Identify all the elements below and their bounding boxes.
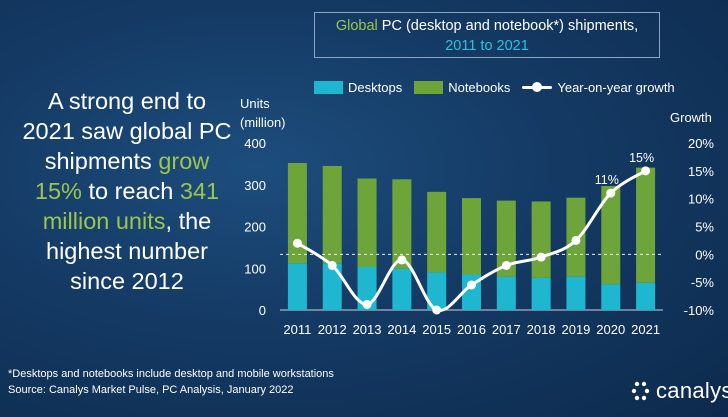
x-tick-label: 2019: [561, 322, 590, 337]
bar-desktops-2018: [531, 277, 551, 310]
bar-desktops-2012: [322, 263, 342, 310]
growth-point-2017: [501, 260, 511, 270]
bar-notebooks-2012: [322, 165, 342, 264]
footnote: *Desktops and notebooks include desktop …: [8, 368, 334, 380]
legend-desktops-swatch: [314, 80, 343, 94]
growth-point-2016: [467, 280, 476, 290]
x-tick-label: 2016: [457, 322, 486, 337]
y-axis-right-label: Growth: [670, 110, 712, 125]
legend-growth-swatch: [522, 81, 553, 94]
y-right-tick-label: -5%: [691, 275, 715, 290]
chart-legend: Desktops Notebooks Year-on-year growth: [314, 78, 687, 96]
growth-data-label: 11%: [595, 173, 619, 187]
bar-desktops-2011: [287, 263, 307, 310]
bar-notebooks-2015: [427, 191, 447, 273]
growth-point-2018: [536, 252, 546, 262]
growth-point-2020: [606, 188, 616, 198]
legend-growth-label: Year-on-year growth: [557, 79, 675, 95]
y-left-tick-label: 300: [244, 178, 266, 193]
x-tick-label: 2012: [318, 322, 347, 337]
bar-notebooks-2018: [531, 201, 551, 278]
headline-part2: to reach: [81, 178, 180, 204]
legend-desktops-label: Desktops: [348, 79, 403, 95]
bar-notebooks-2013: [357, 178, 377, 267]
bar-desktops-2014: [392, 268, 412, 310]
y-right-tick-label: -10%: [684, 303, 715, 318]
y-left-tick-label: 400: [244, 136, 266, 151]
headline-grow: grow 15%: [34, 148, 210, 204]
legend-notebooks: Notebooks: [414, 80, 510, 95]
canalys-logo-icon: [631, 381, 650, 401]
y-right-tick-label: 0%: [695, 247, 714, 262]
headline: A strong end to 2021 saw global PC shipm…: [22, 86, 232, 296]
y-left-tick-label: 0: [259, 303, 266, 318]
chart-title: Global PC (desktop and notebook*) shipme…: [314, 12, 660, 58]
canalys-logo: canalys: [630, 378, 728, 404]
bar-notebooks-2020: [601, 186, 621, 285]
x-tick-label: 2015: [422, 322, 451, 337]
x-tick-label: 2011: [283, 322, 311, 337]
legend-notebooks-label: Notebooks: [448, 79, 511, 95]
legend-notebooks-swatch: [414, 80, 444, 94]
title-years: 2011 to 2021: [445, 38, 529, 54]
headline-units: 341 million units: [42, 178, 220, 234]
x-tick-label: 2014: [387, 322, 416, 337]
bar-desktops-2015: [427, 272, 447, 310]
legend-growth: Year-on-year growth: [522, 79, 675, 95]
bar-notebooks-2011: [287, 163, 307, 264]
x-tick-label: 2017: [492, 322, 521, 337]
x-tick-label: 2020: [596, 322, 625, 337]
y-right-tick-label: 20%: [688, 136, 714, 151]
x-tick-label: 2013: [353, 322, 382, 337]
x-tick-label: 2021: [631, 322, 660, 337]
growth-point-2011: [292, 238, 302, 248]
growth-point-2012: [327, 260, 337, 270]
title-rest: PC (desktop and notebook*) shipments,: [377, 18, 639, 34]
headline-part1: A strong end to 2021 saw global PC shipm…: [22, 88, 232, 174]
x-tick-label: 2018: [527, 322, 556, 337]
bar-desktops-2013: [357, 266, 377, 310]
y-left-tick-label: 200: [244, 220, 266, 235]
bar-notebooks-2016: [462, 198, 481, 275]
growth-data-label: 15%: [629, 151, 654, 165]
growth-point-2014: [397, 255, 407, 265]
growth-point-2019: [571, 235, 581, 245]
y-right-tick-label: 5%: [695, 220, 714, 235]
headline-part3: , the highest number since 2012: [46, 208, 212, 294]
title-global: Global: [335, 18, 378, 34]
y-right-tick-label: 10%: [688, 192, 714, 207]
bar-notebooks-2017: [496, 200, 516, 277]
y-right-tick-label: 15%: [688, 164, 714, 179]
bar-desktops-2020: [601, 284, 621, 310]
growth-point-2021: [641, 166, 651, 176]
y-axis-left-label-line1: Units: [240, 96, 270, 111]
growth-point-2015: [432, 305, 442, 315]
bar-desktops-2019: [566, 276, 586, 310]
y-axis-left-label-line2: (million): [240, 115, 286, 130]
source-note: Source: Canalys Market Pulse, PC Analysi…: [8, 384, 294, 396]
y-axis-left-label: Units (million): [240, 94, 286, 132]
brand-name: canalys: [656, 378, 728, 403]
bar-notebooks-2021: [636, 167, 656, 283]
y-left-tick-label: 100: [244, 261, 266, 276]
legend-desktops: Desktops: [314, 80, 402, 95]
growth-point-2013: [362, 299, 372, 309]
bar-desktops-2021: [636, 282, 656, 310]
bar-desktops-2017: [496, 276, 516, 310]
bar-notebooks-2014: [392, 179, 412, 269]
